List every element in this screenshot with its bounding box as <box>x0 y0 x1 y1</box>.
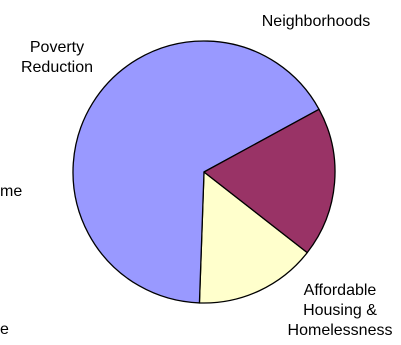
slice-label: Poverty Reduction <box>21 39 93 76</box>
slice-label: Affordable Housing & Homelessness <box>288 282 393 339</box>
pie-slice-neighborhoods <box>198 171 308 304</box>
pie-slices <box>72 40 336 304</box>
pie-slice-poverty-reduction <box>203 108 336 254</box>
slice-labels: Neighborhoods Affordable Housing & Homeless… <box>21 13 392 339</box>
cropped-text-fragment-2: e <box>0 321 9 338</box>
pie-slice-affordable-housing-homelessness <box>72 40 320 304</box>
cropped-text-fragment-1: me <box>0 183 22 200</box>
slice-label: Neighborhoods <box>262 13 371 30</box>
